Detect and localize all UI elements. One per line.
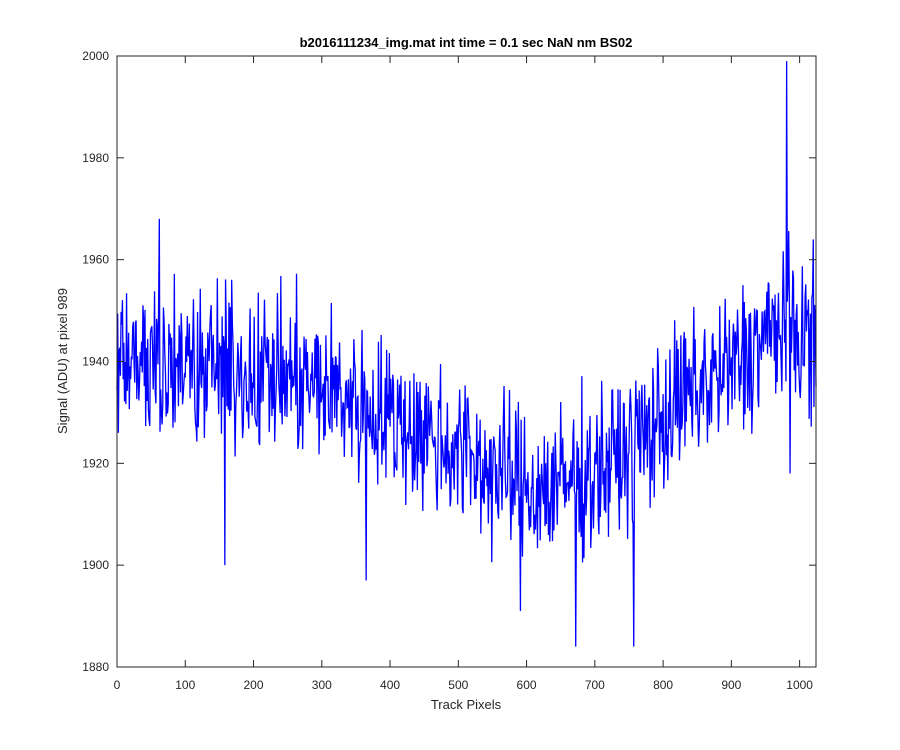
x-tick-label: 1000: [786, 678, 813, 692]
x-axis-label: Track Pixels: [431, 697, 502, 712]
y-tick-label: 1900: [82, 558, 109, 572]
y-tick-label: 1880: [82, 660, 109, 674]
x-tick-label: 200: [244, 678, 264, 692]
x-tick-label: 100: [175, 678, 195, 692]
y-axis-label: Signal (ADU) at pixel 989: [55, 288, 70, 434]
chart-title: b2016111234_img.mat int time = 0.1 sec N…: [300, 35, 633, 50]
x-tick-label: 300: [312, 678, 332, 692]
y-tick-label: 1920: [82, 456, 109, 470]
x-tick-label: 900: [721, 678, 741, 692]
x-tick-label: 600: [517, 678, 537, 692]
y-tick-label: 1960: [82, 253, 109, 267]
x-tick-label: 0: [114, 678, 121, 692]
y-tick-label: 1940: [82, 355, 109, 369]
y-tick-label: 2000: [82, 49, 109, 63]
axes-box: [116, 55, 817, 668]
x-tick-label: 500: [448, 678, 468, 692]
x-tick-label: 400: [380, 678, 400, 692]
signal-series-line: [116, 61, 817, 647]
x-tick-label: 700: [585, 678, 605, 692]
x-tick-label: 800: [653, 678, 673, 692]
y-tick-label: 1980: [82, 151, 109, 165]
